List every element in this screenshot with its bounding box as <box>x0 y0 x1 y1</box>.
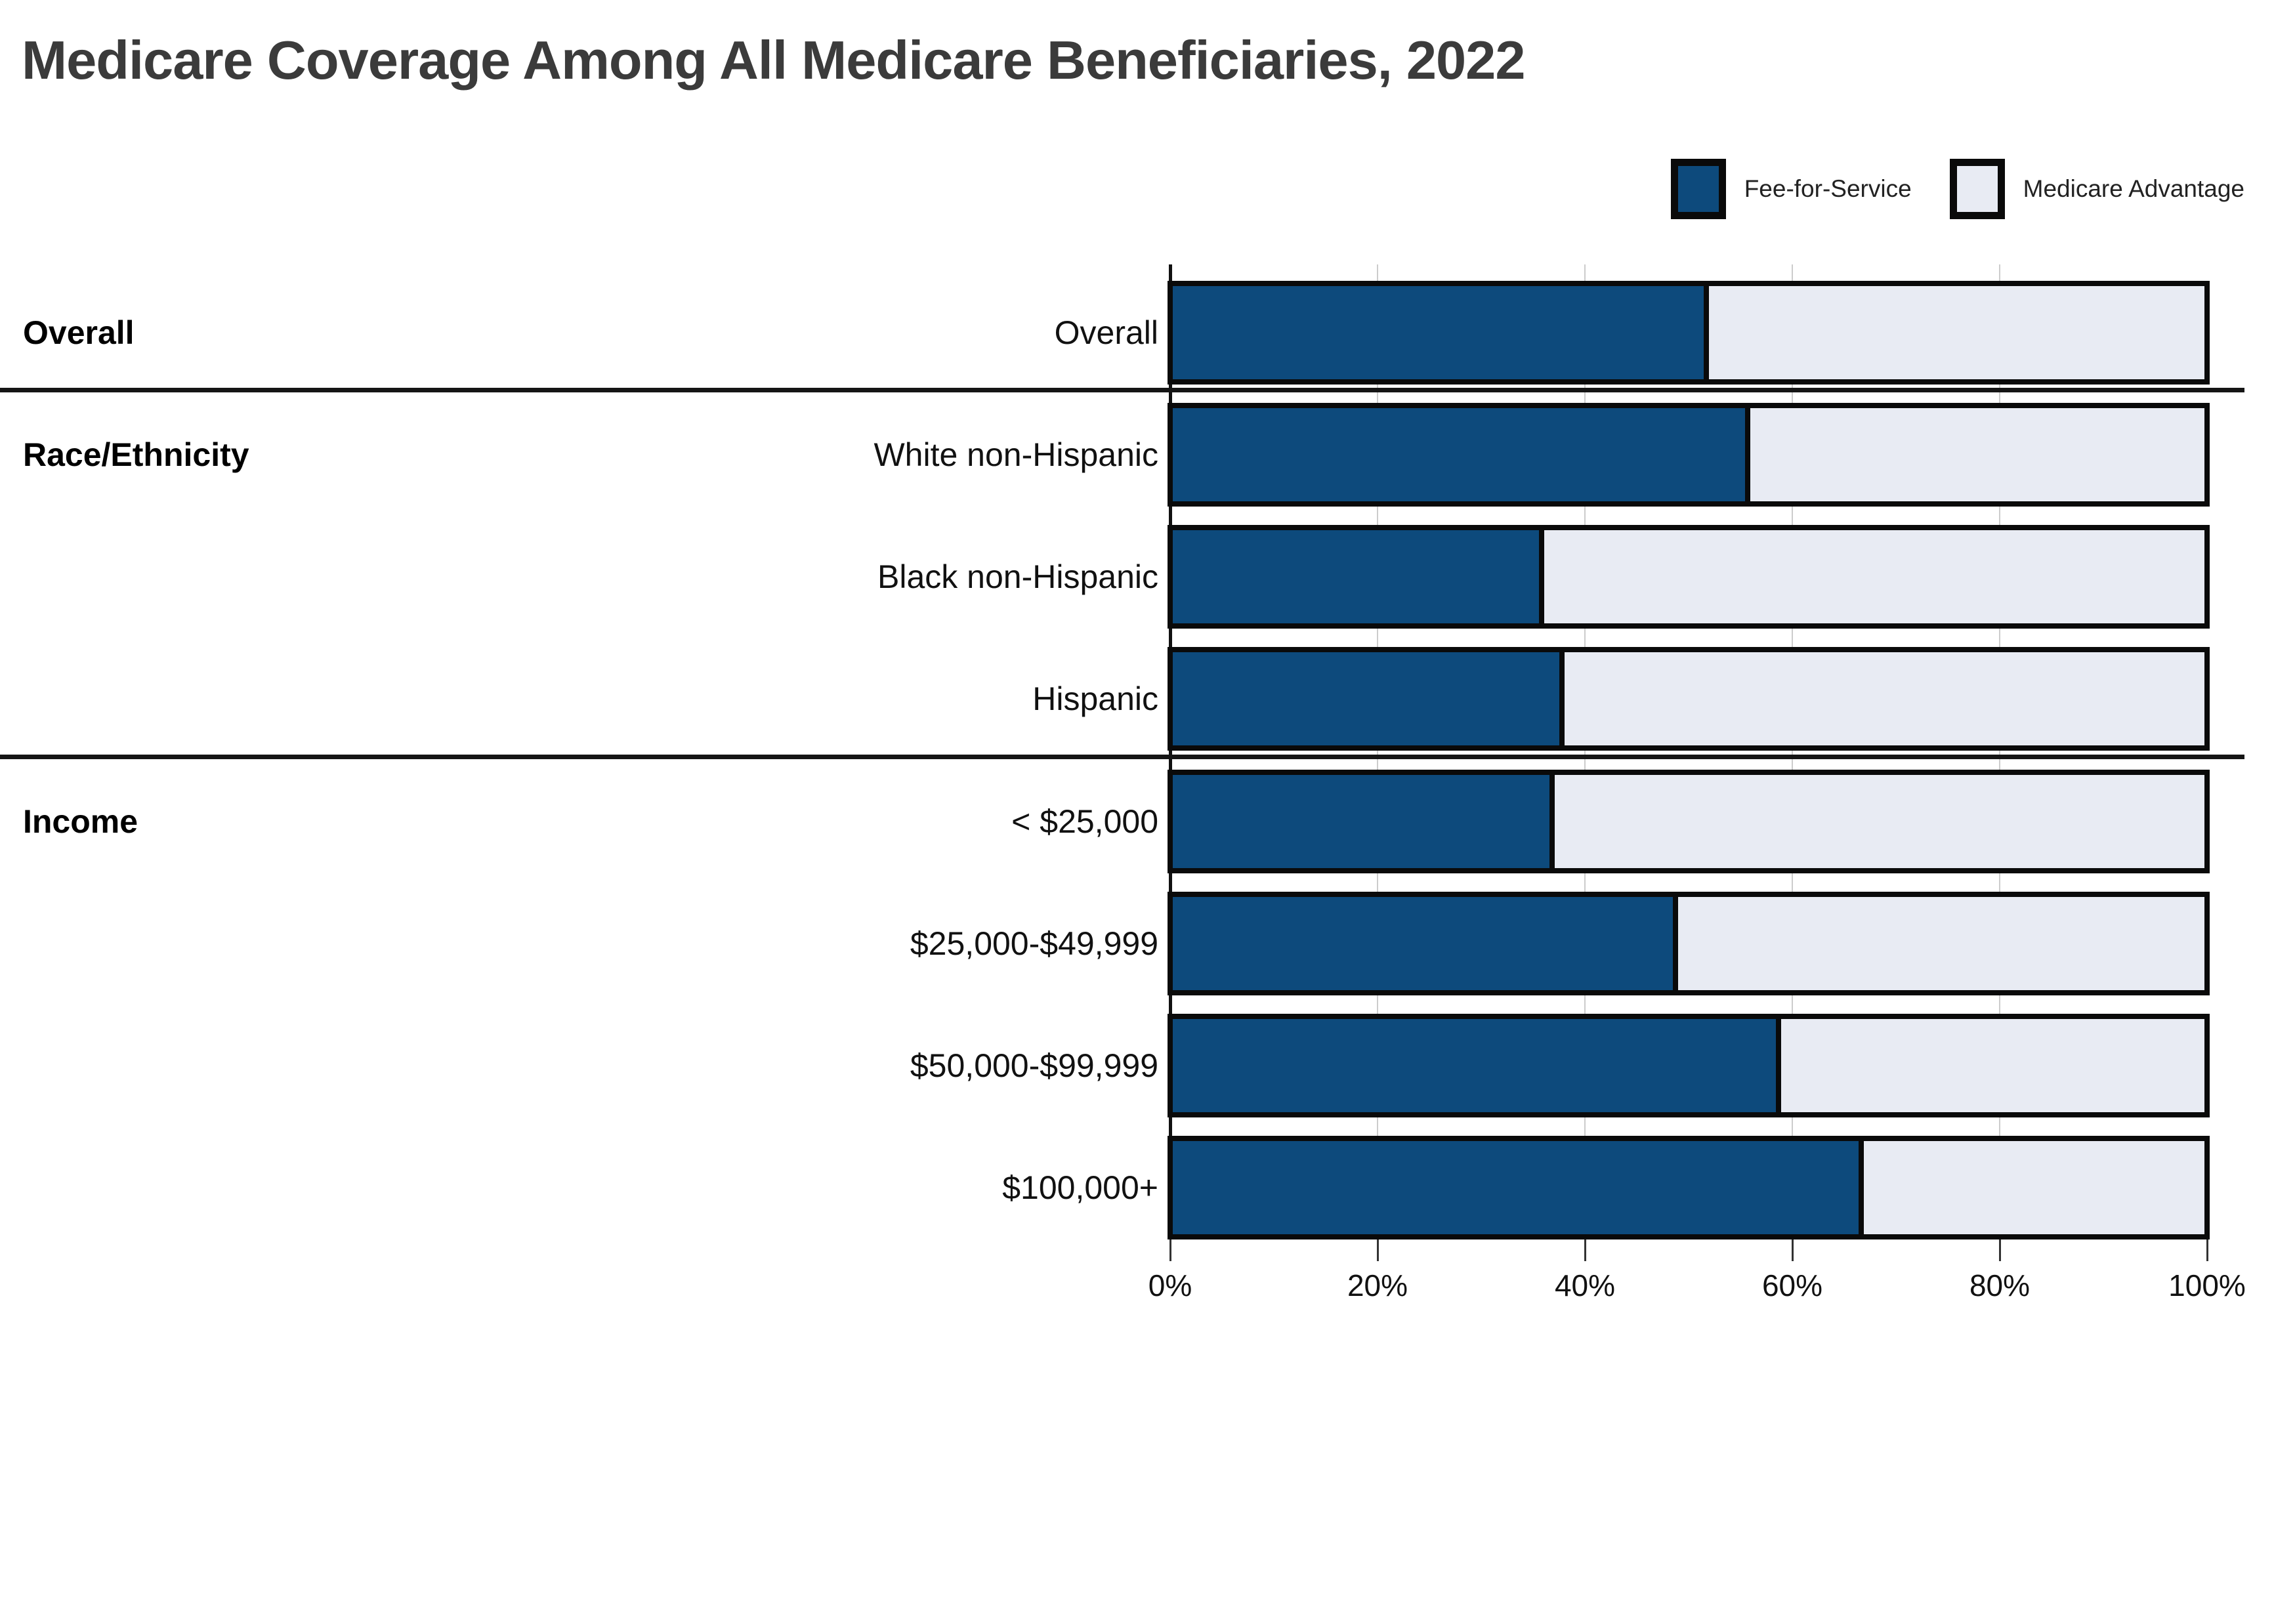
x-tick-mark <box>1584 1239 1586 1261</box>
bar-row <box>1168 281 2210 385</box>
group-separator <box>0 755 2244 759</box>
x-tick-mark <box>1999 1239 2001 1261</box>
x-tick-label: 80% <box>1969 1268 2031 1302</box>
row-label: $100,000+ <box>1002 1169 1158 1206</box>
row-label: < $25,000 <box>1011 803 1158 840</box>
row-label: Hispanic <box>1032 680 1158 717</box>
group-separator <box>0 388 2244 392</box>
bar-row <box>1168 403 2210 507</box>
row-label: Black non-Hispanic <box>877 558 1158 595</box>
row-label: $50,000-$99,999 <box>910 1047 1158 1084</box>
x-tick-label: 60% <box>1761 1268 1823 1302</box>
x-tick-mark <box>1377 1239 1379 1261</box>
bar-ffs-segment <box>1173 652 1565 745</box>
bar-row <box>1168 892 2210 995</box>
bar-ffs-segment <box>1173 530 1544 623</box>
bar-ffs-segment <box>1173 775 1555 868</box>
x-tick-label: 40% <box>1554 1268 1616 1302</box>
row-label: White non-Hispanic <box>874 436 1158 473</box>
x-tick-mark <box>1169 1239 1171 1261</box>
bar-ffs-segment <box>1173 286 1710 379</box>
bar-ffs-segment <box>1173 897 1679 990</box>
legend-label: Medicare Advantage <box>2023 175 2244 202</box>
group-label: Race/Ethnicity <box>23 436 249 473</box>
bar-ffs-segment <box>1173 1019 1782 1112</box>
bar-ffs-segment <box>1173 408 1751 501</box>
row-label: $25,000-$49,999 <box>910 925 1158 962</box>
x-tick-mark <box>2206 1239 2208 1261</box>
group-label: Income <box>23 803 138 840</box>
x-tick-label: 100% <box>2168 1268 2246 1302</box>
bar-ffs-segment <box>1173 1141 1864 1234</box>
fee-for-service-swatch-icon <box>1670 159 1726 219</box>
legend-item-medicare-advantage: Medicare Advantage <box>1949 159 2244 219</box>
x-tick-label: 20% <box>1347 1268 1408 1302</box>
bar-row <box>1168 525 2210 629</box>
legend-item-fee-for-service: Fee-for-Service <box>1670 159 1912 219</box>
bar-row <box>1168 1136 2210 1239</box>
row-label: Overall <box>1054 314 1158 351</box>
legend: Fee-for-Service Medicare Advantage <box>1670 159 2244 219</box>
bar-row <box>1168 647 2210 751</box>
medicare-advantage-swatch-icon <box>1949 159 2005 219</box>
group-label: Overall <box>23 314 135 351</box>
bar-row <box>1168 770 2210 873</box>
legend-label: Fee-for-Service <box>1744 175 1912 202</box>
bar-row <box>1168 1014 2210 1117</box>
x-tick-label: 0% <box>1148 1268 1192 1302</box>
y-axis-line <box>1169 264 1172 1239</box>
x-tick-mark <box>1792 1239 1794 1261</box>
chart-title: Medicare Coverage Among All Medicare Ben… <box>22 30 1525 91</box>
